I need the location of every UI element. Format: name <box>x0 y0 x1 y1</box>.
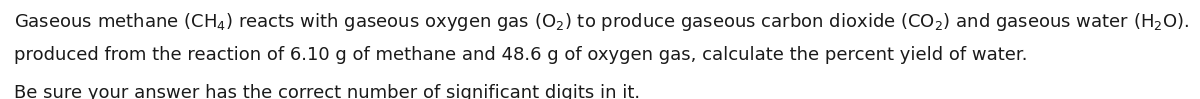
Text: produced from the reaction of 6.10 g of methane and 48.6 g of oxygen gas, calcul: produced from the reaction of 6.10 g of … <box>14 46 1028 64</box>
Text: $\mathrm{Gaseous\ methane\ (CH_4)\ reacts\ with\ gaseous\ oxygen\ gas\ (O_2)\ to: $\mathrm{Gaseous\ methane\ (CH_4)\ react… <box>14 11 1200 33</box>
Text: Be sure your answer has the correct number of significant digits in it.: Be sure your answer has the correct numb… <box>14 84 641 99</box>
